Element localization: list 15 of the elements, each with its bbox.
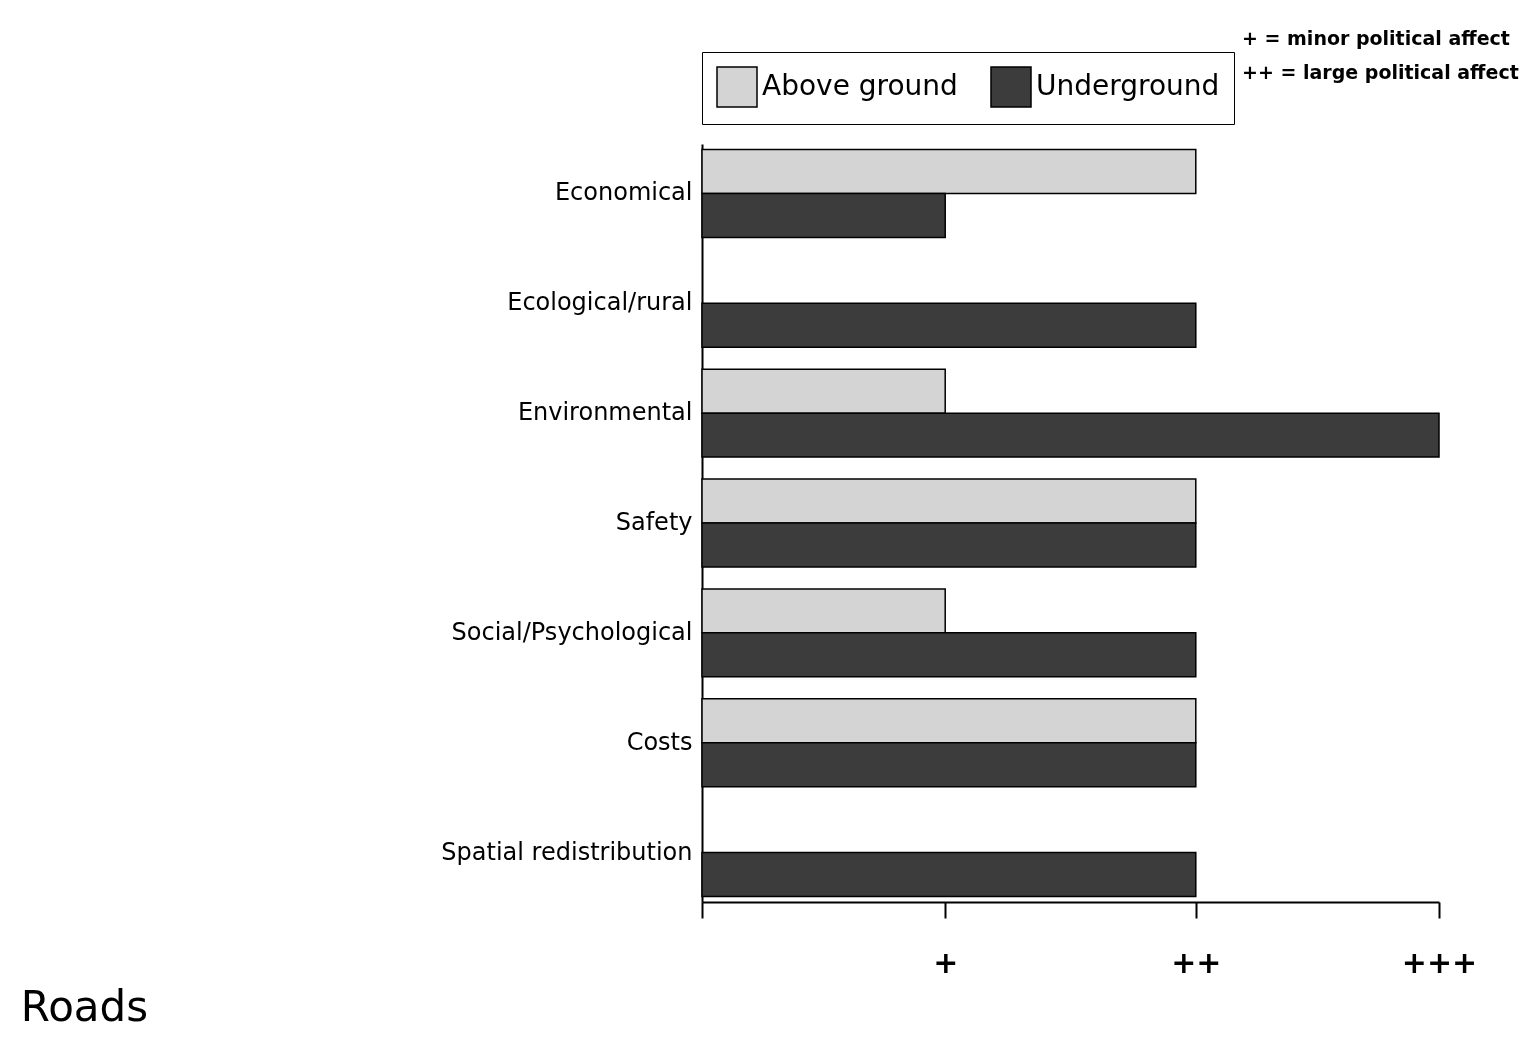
y-tick-label: Social/Psychological: [451, 617, 693, 646]
text: ++ = large political affect: [1242, 61, 1519, 83]
y-tick-label: Costs: [626, 727, 693, 756]
y-tick-label: Ecological/rural: [507, 288, 693, 317]
annotation: +: [933, 944, 959, 980]
annotation: +++: [1401, 944, 1478, 980]
text: Roads: [20, 982, 149, 1031]
legend-label: Underground: [1036, 69, 1220, 102]
y-tick-label: Economical: [554, 178, 693, 207]
y-tick-label: Safety: [615, 508, 693, 536]
annotation: ++: [1171, 944, 1222, 980]
y-tick-label: Environmental: [517, 398, 693, 427]
text: + = minor political affect: [1242, 27, 1510, 49]
legend-label: Above ground: [762, 69, 958, 102]
y-tick-label: Spatial redistribution: [441, 837, 693, 866]
